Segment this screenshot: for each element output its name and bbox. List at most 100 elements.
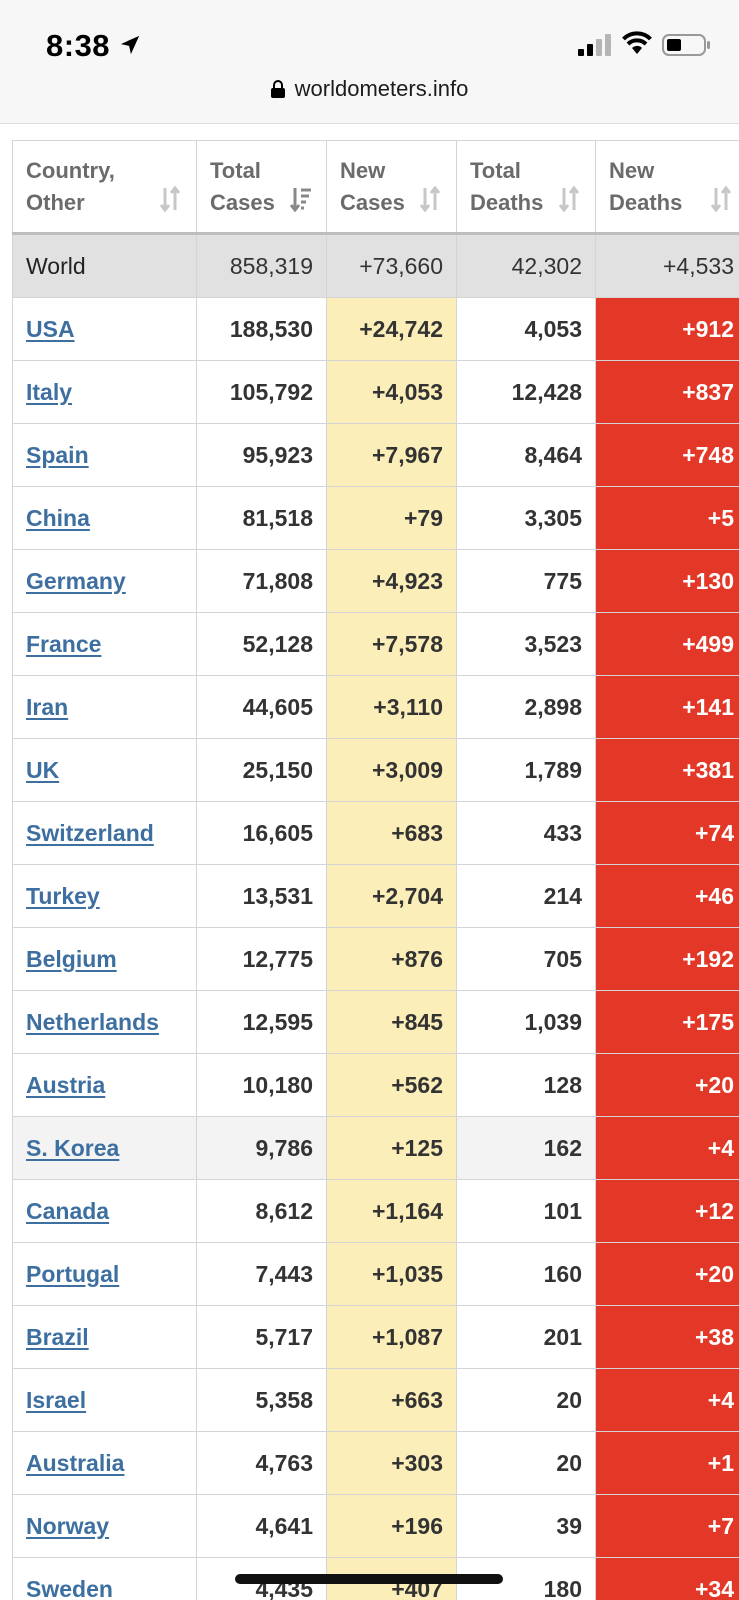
table-row: S. Korea 9,786 +125 162 +4 bbox=[12, 1116, 739, 1180]
total-cases-cell: 71,808 bbox=[196, 549, 327, 613]
new-cases-cell: +663 bbox=[326, 1368, 457, 1432]
country-link[interactable]: Iran bbox=[26, 693, 69, 720]
country-cell[interactable]: S. Korea bbox=[12, 1116, 197, 1180]
country-cell[interactable]: France bbox=[12, 612, 197, 676]
new-cases-cell: +845 bbox=[326, 990, 457, 1054]
home-indicator[interactable] bbox=[235, 1574, 503, 1584]
total-cases-cell: 5,717 bbox=[196, 1305, 327, 1369]
header-new-deaths[interactable]: New Deaths bbox=[595, 140, 739, 234]
country-cell[interactable]: Switzerland bbox=[12, 801, 197, 865]
country-link[interactable]: Australia bbox=[26, 1449, 125, 1476]
world-new-cases: +73,660 bbox=[326, 232, 457, 298]
country-link[interactable]: Switzerland bbox=[26, 819, 154, 846]
country-link[interactable]: USA bbox=[26, 315, 75, 342]
new-deaths-cell: +499 bbox=[595, 612, 739, 676]
country-cell[interactable]: Brazil bbox=[12, 1305, 197, 1369]
country-cell[interactable]: Canada bbox=[12, 1179, 197, 1243]
country-cell[interactable]: Australia bbox=[12, 1431, 197, 1495]
total-deaths-cell: 775 bbox=[456, 549, 596, 613]
total-deaths-cell: 1,039 bbox=[456, 990, 596, 1054]
new-cases-cell: +196 bbox=[326, 1494, 457, 1558]
country-link[interactable]: S. Korea bbox=[26, 1134, 120, 1161]
country-cell[interactable]: Iran bbox=[12, 675, 197, 739]
location-arrow-icon bbox=[120, 35, 140, 55]
new-cases-cell: +24,742 bbox=[326, 297, 457, 361]
table-row: Spain 95,923 +7,967 8,464 +748 bbox=[12, 423, 739, 487]
country-link[interactable]: Brazil bbox=[26, 1323, 89, 1350]
new-deaths-cell: +7 bbox=[595, 1494, 739, 1558]
country-link[interactable]: Canada bbox=[26, 1197, 110, 1224]
country-cell[interactable]: Israel bbox=[12, 1368, 197, 1432]
total-cases-cell: 44,605 bbox=[196, 675, 327, 739]
country-link[interactable]: Sweden bbox=[26, 1575, 113, 1600]
total-cases-cell: 52,128 bbox=[196, 612, 327, 676]
header-label: Country, bbox=[26, 157, 115, 183]
country-link[interactable]: Netherlands bbox=[26, 1008, 159, 1035]
table-row: Australia 4,763 +303 20 +1 bbox=[12, 1431, 739, 1495]
table-row: China 81,518 +79 3,305 +5 bbox=[12, 486, 739, 550]
table-row: Israel 5,358 +663 20 +4 bbox=[12, 1368, 739, 1432]
country-link[interactable]: Austria bbox=[26, 1071, 106, 1098]
total-cases-cell: 12,775 bbox=[196, 927, 327, 991]
country-link[interactable]: Italy bbox=[26, 378, 73, 405]
country-link[interactable]: China bbox=[26, 504, 90, 531]
table-header-row: Country, Other Total Cases N bbox=[12, 140, 739, 234]
country-link[interactable]: UK bbox=[26, 756, 60, 783]
table-row: Italy 105,792 +4,053 12,428 +837 bbox=[12, 360, 739, 424]
total-cases-cell: 12,595 bbox=[196, 990, 327, 1054]
country-cell[interactable]: Portugal bbox=[12, 1242, 197, 1306]
table-row: Brazil 5,717 +1,087 201 +38 bbox=[12, 1305, 739, 1369]
header-country[interactable]: Country, Other bbox=[12, 140, 197, 234]
total-deaths-cell: 3,523 bbox=[456, 612, 596, 676]
country-link[interactable]: Germany bbox=[26, 567, 126, 594]
new-deaths-cell: +20 bbox=[595, 1242, 739, 1306]
country-link[interactable]: Portugal bbox=[26, 1260, 120, 1287]
total-deaths-cell: 433 bbox=[456, 801, 596, 865]
country-cell[interactable]: Spain bbox=[12, 423, 197, 487]
new-cases-cell: +4,053 bbox=[326, 360, 457, 424]
header-label: Cases bbox=[210, 189, 275, 215]
total-deaths-cell: 1,789 bbox=[456, 738, 596, 802]
country-cell[interactable]: UK bbox=[12, 738, 197, 802]
total-cases-cell: 4,641 bbox=[196, 1494, 327, 1558]
country-cell[interactable]: Germany bbox=[12, 549, 197, 613]
table-row: Netherlands 12,595 +845 1,039 +175 bbox=[12, 990, 739, 1054]
total-cases-cell: 5,358 bbox=[196, 1368, 327, 1432]
country-cell[interactable]: Turkey bbox=[12, 864, 197, 928]
country-link[interactable]: Norway bbox=[26, 1512, 110, 1539]
new-cases-cell: +1,087 bbox=[326, 1305, 457, 1369]
total-cases-cell: 4,763 bbox=[196, 1431, 327, 1495]
total-deaths-cell: 8,464 bbox=[456, 423, 596, 487]
country-cell[interactable]: China bbox=[12, 486, 197, 550]
total-cases-cell: 81,518 bbox=[196, 486, 327, 550]
address-bar[interactable]: worldometers.info bbox=[0, 76, 739, 102]
table-row: Austria 10,180 +562 128 +20 bbox=[12, 1053, 739, 1117]
country-link[interactable]: France bbox=[26, 630, 102, 657]
country-link[interactable]: Belgium bbox=[26, 945, 117, 972]
total-deaths-cell: 4,053 bbox=[456, 297, 596, 361]
country-cell[interactable]: USA bbox=[12, 297, 197, 361]
total-deaths-cell: 160 bbox=[456, 1242, 596, 1306]
table-row: Iran 44,605 +3,110 2,898 +141 bbox=[12, 675, 739, 739]
country-link[interactable]: Turkey bbox=[26, 882, 100, 909]
header-label: Total bbox=[470, 157, 521, 183]
world-total-row: World 858,319 +73,660 42,302 +4,533 bbox=[12, 232, 739, 298]
table-row: Portugal 7,443 +1,035 160 +20 bbox=[12, 1242, 739, 1306]
wifi-icon bbox=[622, 31, 652, 54]
header-total-cases[interactable]: Total Cases bbox=[196, 140, 327, 234]
country-cell[interactable]: Austria bbox=[12, 1053, 197, 1117]
header-total-deaths[interactable]: Total Deaths bbox=[456, 140, 596, 234]
new-cases-cell: +1,164 bbox=[326, 1179, 457, 1243]
header-new-cases[interactable]: New Cases bbox=[326, 140, 457, 234]
country-cell[interactable]: Sweden bbox=[12, 1557, 197, 1600]
country-link[interactable]: Israel bbox=[26, 1386, 87, 1413]
new-cases-cell: +3,110 bbox=[326, 675, 457, 739]
new-cases-cell: +4,923 bbox=[326, 549, 457, 613]
header-label: Other bbox=[26, 189, 85, 215]
country-cell[interactable]: Norway bbox=[12, 1494, 197, 1558]
country-link[interactable]: Spain bbox=[26, 441, 89, 468]
new-deaths-cell: +912 bbox=[595, 297, 739, 361]
country-cell[interactable]: Netherlands bbox=[12, 990, 197, 1054]
country-cell[interactable]: Italy bbox=[12, 360, 197, 424]
country-cell[interactable]: Belgium bbox=[12, 927, 197, 991]
